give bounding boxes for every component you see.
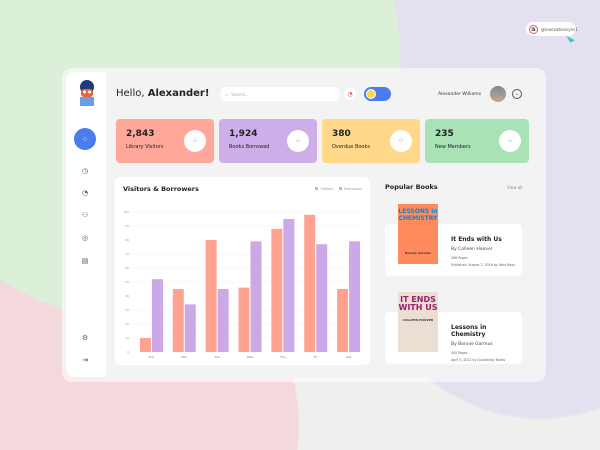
book-card[interactable]: IT ENDS WITH US COLLEEN HOOVER Lessons in… [385,292,522,365]
book-title: It Ends with Us [451,236,502,243]
dashboard: ⁘ ◷ ◔ ⚇ ◎ ▤ ⚙ ⇥ Hello, Alexander! ⌕ Searc… [66,72,542,377]
greeting: Hello, Alexander! [116,88,210,99]
bar-visitors[interactable] [238,287,250,352]
stat-label: New Members [435,144,471,150]
y-tick-label: 10 [125,336,129,340]
x-tick-label: Sat [346,355,352,359]
bar-borrowers[interactable] [283,219,295,352]
book-cover: LESSONS in CHEMISTRY Bonnie Garmus [398,204,438,264]
bar-visitors[interactable] [172,289,184,352]
x-tick-label: Fri [314,355,318,359]
brand-logo: IS [529,24,538,34]
search-icon: ⌕ [226,91,229,97]
y-tick-label: 100 [123,210,129,214]
book-title: Lessons in Chemistry [451,324,487,338]
user-name: Alexander Williams [438,92,482,97]
nav-clock-icon[interactable]: ◷ [81,167,89,175]
bar-borrowers[interactable] [316,244,328,352]
y-tick-label: 90 [125,224,129,228]
bar-plot: 0 10 20 30 40 50 60 70 80 90 100 Sun Mon Tue Wed Thu Fri… [123,210,365,359]
cursor-icon [566,33,575,43]
author-badge: IS @innovationsync1 [526,22,578,36]
stat-label: Library Visitors [126,144,164,150]
stat-value: 1,924 [229,129,258,139]
y-tick-label: 80 [125,238,129,242]
visitors-borrowers-chart: Visitors & Borrowers Visitors Borrowers … [115,177,370,365]
search-placeholder: Search... [231,91,249,97]
nav-users-icon[interactable]: ⚇ [81,211,89,219]
x-tick-label: Thu [279,355,286,359]
sidebar: ⁘ ◷ ◔ ⚇ ◎ ▤ ⚙ ⇥ [66,72,106,377]
refresh-icon[interactable]: ◔ [344,88,356,100]
bar-visitors[interactable] [205,240,217,352]
logout-icon[interactable]: ⇥ [82,356,88,364]
sun-icon [366,89,376,99]
nav-chart-icon[interactable]: ◔ [81,189,89,197]
search-input[interactable]: ⌕ Search... [220,87,340,101]
book-card[interactable]: LESSONS in CHEMISTRY Bonnie Garmus It End… [385,204,522,276]
book-info: It Ends with Us By Colleen Hoover 288 Page… [451,236,519,270]
stat-value: 235 [435,129,454,139]
stat-card: 2,843 Library Visitors ⁘ [116,119,214,163]
stat-label: Books Borrowed [229,144,270,150]
stat-card: 1,924 Books Borrowed ⁘ [219,119,317,163]
bar-borrowers[interactable] [184,304,196,352]
book-author: By Bonnie Garmus [451,342,493,347]
bar-borrowers[interactable] [151,279,163,352]
avatar[interactable] [490,86,506,102]
x-tick-label: Tue [214,355,220,359]
grid-icon[interactable]: ⁘ [390,130,412,152]
bar-visitors[interactable] [304,214,316,352]
chart-legend: Visitors Borrowers [315,187,362,191]
bar-borrowers[interactable] [250,241,262,352]
y-tick-label: 30 [125,308,129,312]
x-tick-label: Sun [149,355,155,359]
settings-icon[interactable]: ⚙ [81,334,89,342]
stat-value: 380 [332,129,351,139]
grid-icon[interactable]: ⁘ [499,130,521,152]
stat-value: 2,843 [126,129,155,139]
book-author: By Colleen Hoover [451,247,493,252]
bar-visitors[interactable] [271,228,283,352]
nav-book-icon[interactable]: ▤ [81,257,89,265]
popular-books-title: Popular Books [385,183,438,191]
stat-card: 235 New Members ⁘ [425,119,529,163]
badge-text: @innovationsync1 [541,26,578,32]
book-cover: IT ENDS WITH US COLLEEN HOOVER [398,292,438,352]
book-published: April 5, 2022 by Doubleday Books [451,358,506,362]
bar-borrowers[interactable] [217,289,229,352]
book-published: Published: August 2, 2016 by Atria Book [451,263,516,267]
y-tick-label: 70 [125,252,129,256]
x-tick-label: Mon [181,355,187,359]
theme-toggle[interactable] [364,87,391,101]
grid-icon[interactable]: ⁘ [184,130,206,152]
x-tick-label: Wed [247,355,254,359]
nav-dashboard-icon[interactable]: ⁘ [74,128,96,150]
y-tick-label: 40 [125,294,129,298]
book-pages: 288 Pages [451,256,468,260]
chart-title: Visitors & Borrowers [123,185,199,193]
book-pages: 400 Pages [451,351,468,355]
y-tick-label: 50 [125,280,129,284]
view-all-link[interactable]: View all [507,185,523,190]
grid-icon[interactable]: ⁘ [287,130,309,152]
bar-visitors[interactable] [337,289,349,352]
y-tick-label: 0 [127,350,129,354]
nav-money-icon[interactable]: ◎ [81,234,89,242]
book-info: Lessons in Chemistry By Bonnie Garmus 400 … [451,324,519,365]
mascot-logo [80,80,94,106]
stat-label: Overdue Books [332,144,370,150]
legend-visitors: Visitors [315,187,333,191]
stat-card: 380 Overdue Books ⁘ [322,119,420,163]
y-tick-label: 60 [125,266,129,270]
chevron-down-icon[interactable]: ⌄ [512,89,522,99]
bar-borrowers[interactable] [349,241,361,352]
y-tick-label: 20 [125,322,129,326]
bar-visitors[interactable] [139,338,151,352]
legend-borrowers: Borrowers [339,187,362,191]
